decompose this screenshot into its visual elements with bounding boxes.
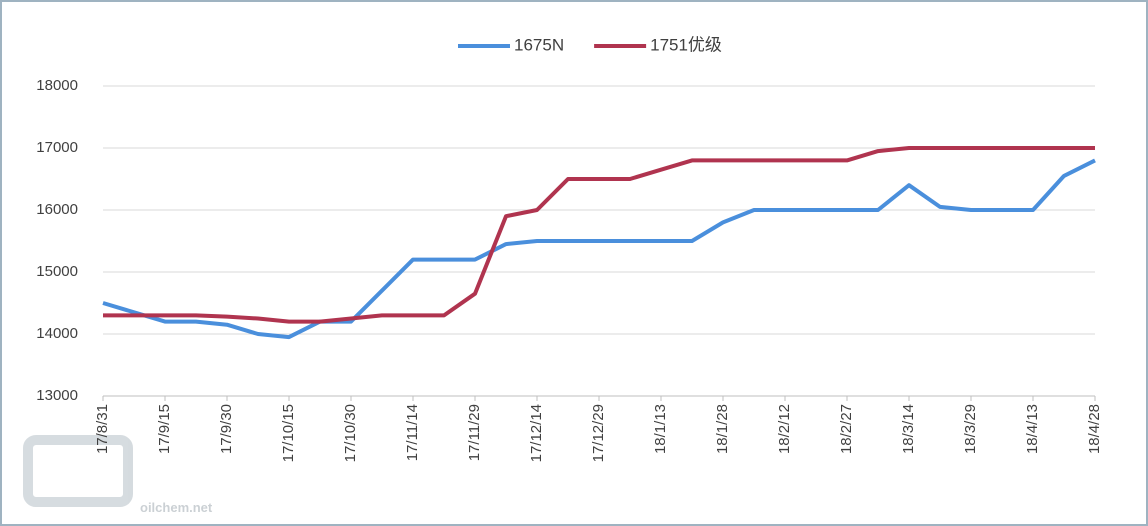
series-line (102, 158, 1096, 340)
x-tick-label: 17/9/30 (218, 404, 235, 454)
watermark: oilchem.net (140, 500, 213, 515)
y-tick-label: 15000 (36, 263, 78, 280)
x-tick-label: 18/3/14 (900, 404, 917, 454)
x-tick-label: 18/1/28 (714, 404, 731, 454)
x-tick-label: 18/3/29 (962, 404, 979, 454)
x-tick-label: 17/10/15 (280, 404, 297, 462)
x-tick-label: 17/8/31 (94, 404, 111, 454)
x-tick-label: 17/12/29 (590, 404, 607, 462)
y-tick-label: 13000 (36, 387, 78, 404)
x-tick-label: 17/12/14 (528, 404, 545, 462)
x-tick-label: 18/2/12 (776, 404, 793, 454)
y-tick-label: 17000 (36, 139, 78, 156)
x-tick-label: 18/4/13 (1024, 404, 1041, 454)
x-tick-label: 18/2/27 (838, 404, 855, 454)
x-tick-label: 17/9/15 (156, 404, 173, 454)
legend-label: 1675N (514, 35, 564, 54)
y-tick-label: 16000 (36, 201, 78, 218)
legend-label: 1751优级 (650, 35, 722, 54)
x-tick-label: 17/11/14 (404, 404, 421, 461)
x-tick-label: 17/11/29 (466, 404, 483, 461)
x-tick-label: 18/4/28 (1086, 404, 1103, 454)
x-tick-label: 18/1/13 (652, 404, 669, 454)
y-tick-label: 14000 (36, 325, 78, 342)
series-line (103, 146, 1095, 324)
y-tick-label: 18000 (36, 77, 78, 94)
x-tick-label: 17/10/30 (342, 404, 359, 462)
watermark-logo: oilchem.net (23, 435, 213, 515)
